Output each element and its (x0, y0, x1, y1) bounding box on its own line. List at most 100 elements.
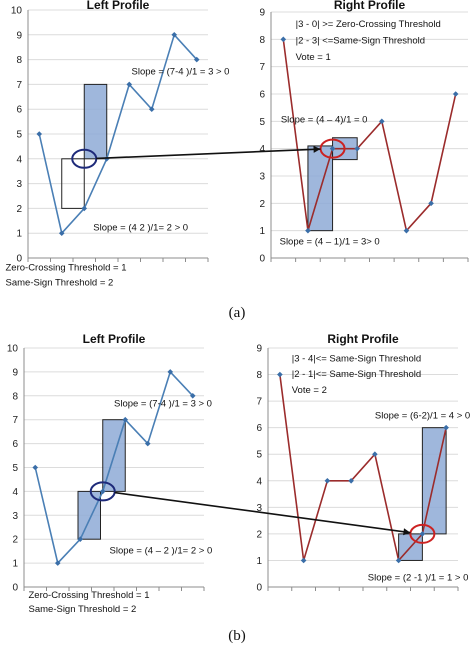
y-tick-label: 5 (256, 450, 262, 461)
data-point (171, 32, 178, 38)
data-point (348, 477, 354, 484)
y-tick-label: 6 (16, 105, 22, 116)
slope-box-2 (83, 83, 108, 160)
y-tick-label: 7 (259, 62, 265, 73)
data-point (167, 369, 174, 375)
data-point (54, 560, 61, 566)
y-tick-label: 9 (256, 344, 262, 355)
data-point (395, 557, 402, 564)
annotation: Zero-Crossing Threshold = 1 (6, 262, 127, 273)
data-point (32, 464, 39, 471)
slope-box-1 (77, 490, 101, 540)
connector-line (96, 148, 321, 160)
y-tick-label: 8 (16, 55, 22, 66)
annotation: Slope = (4 – 1)/1 = 3> 0 (280, 236, 380, 247)
data-point (379, 118, 385, 125)
highlight-circle (89, 481, 116, 502)
y-tick-label: 0 (256, 583, 262, 594)
data-point (452, 91, 459, 97)
data-point (443, 424, 449, 431)
data-point (126, 81, 133, 88)
y-tick-label: 9 (12, 367, 18, 378)
y-tick-label: 1 (16, 229, 22, 240)
y-tick-label: 5 (16, 130, 22, 141)
data-point (36, 131, 43, 137)
y-tick-label: 5 (12, 463, 18, 474)
data-point (329, 145, 336, 152)
y-tick-label: 4 (259, 144, 265, 155)
data-point (324, 477, 331, 484)
y-tick-label: 3 (16, 179, 22, 190)
annotation: |3 - 0| >= Zero-Crossing Threshold (296, 19, 441, 30)
data-point (103, 156, 110, 162)
annotation: Vote = 1 (296, 52, 331, 63)
y-tick-label: 2 (16, 204, 22, 215)
series-line (279, 374, 447, 563)
connector-arrowhead (313, 145, 321, 153)
y-tick-label: 0 (16, 254, 22, 265)
annotation: Slope = (7-4 )/1 = 3 > 0 (132, 66, 230, 77)
data-point (300, 557, 307, 564)
y-tick-label: 7 (256, 397, 262, 408)
data-point (77, 536, 84, 542)
y-tick-label: 4 (16, 154, 22, 165)
data-point (419, 531, 426, 537)
y-tick-label: 7 (12, 415, 18, 426)
y-tick-label: 1 (12, 559, 18, 570)
annotation: Slope = (2 -1 )/1 = 1 > 0 (368, 572, 469, 583)
data-point (144, 440, 151, 447)
series-line (282, 39, 457, 233)
connector-line (114, 491, 411, 534)
data-point (372, 451, 378, 458)
caption-b: (b) (228, 628, 246, 644)
data-point (280, 36, 287, 43)
y-tick-label: 6 (12, 439, 18, 450)
data-point (122, 416, 129, 423)
y-tick-label: 1 (259, 226, 265, 237)
annotation: Zero-Crossing Threshold = 1 (29, 590, 150, 601)
y-tick-label: 5 (259, 117, 265, 128)
annotation: |3 - 4|<= Same-Sign Threshold (292, 353, 421, 364)
chart-title: Left Profile (83, 332, 146, 346)
annotation: Slope = (4 – 4)/1 = 0 (281, 115, 368, 126)
y-tick-label: 4 (256, 476, 262, 487)
annotation: |2 - 3| <=Same-Sign Threshold (296, 35, 425, 46)
y-tick-label: 2 (256, 529, 262, 540)
annotation: Slope = (6-2)/1 = 4 > 0 (375, 410, 470, 421)
y-tick-label: 6 (259, 90, 265, 101)
data-point (403, 227, 410, 234)
y-tick-label: 6 (256, 423, 262, 434)
highlight-circle (71, 148, 98, 169)
y-tick-label: 9 (259, 8, 265, 19)
y-tick-label: 10 (11, 6, 23, 17)
annotation: |2 - 1|<= Same-Sign Threshold (292, 369, 421, 380)
y-tick-label: 8 (259, 35, 265, 46)
y-tick-label: 3 (256, 503, 262, 514)
chart-b-left-profile: 0 1 2 3 4 5 6 7 8 9 10 Left Profile Slope = (7-4 )/1… (7, 332, 212, 615)
y-tick-label: 7 (16, 80, 22, 91)
data-point (277, 371, 283, 378)
data-point (81, 205, 88, 212)
y-tick-label: 8 (12, 391, 18, 402)
highlight-circle (409, 523, 436, 544)
data-point (99, 488, 106, 495)
annotation: Slope = (4 – 2 )/1= 2 > 0 (110, 546, 213, 557)
chart-a-left-profile: 0 1 2 3 4 5 6 7 8 9 10 Left Profile Slope = (7-4 )/1… (6, 0, 230, 288)
annotation: Same-Sign Threshold = 2 (6, 277, 114, 288)
y-tick-label: 0 (259, 254, 265, 265)
highlight-circle (319, 138, 346, 159)
y-tick-label: 9 (16, 30, 22, 41)
data-point (305, 227, 311, 234)
annotation: Slope = (4 2 )/1= 2 > 0 (93, 223, 188, 234)
connector-arrows (96, 145, 411, 536)
y-tick-label: 10 (7, 344, 19, 355)
chart-b-right-profile: 0 1 2 3 4 5 6 7 8 9 Right Profile |3 - 4|<= Same-Si… (256, 332, 470, 594)
data-point (354, 145, 360, 152)
data-point (428, 200, 434, 207)
data-point (58, 230, 65, 236)
y-tick-label: 2 (259, 199, 265, 210)
data-point (148, 106, 155, 112)
series-line (34, 370, 194, 565)
chart-title: Left Profile (87, 0, 150, 12)
series-line (38, 33, 198, 235)
